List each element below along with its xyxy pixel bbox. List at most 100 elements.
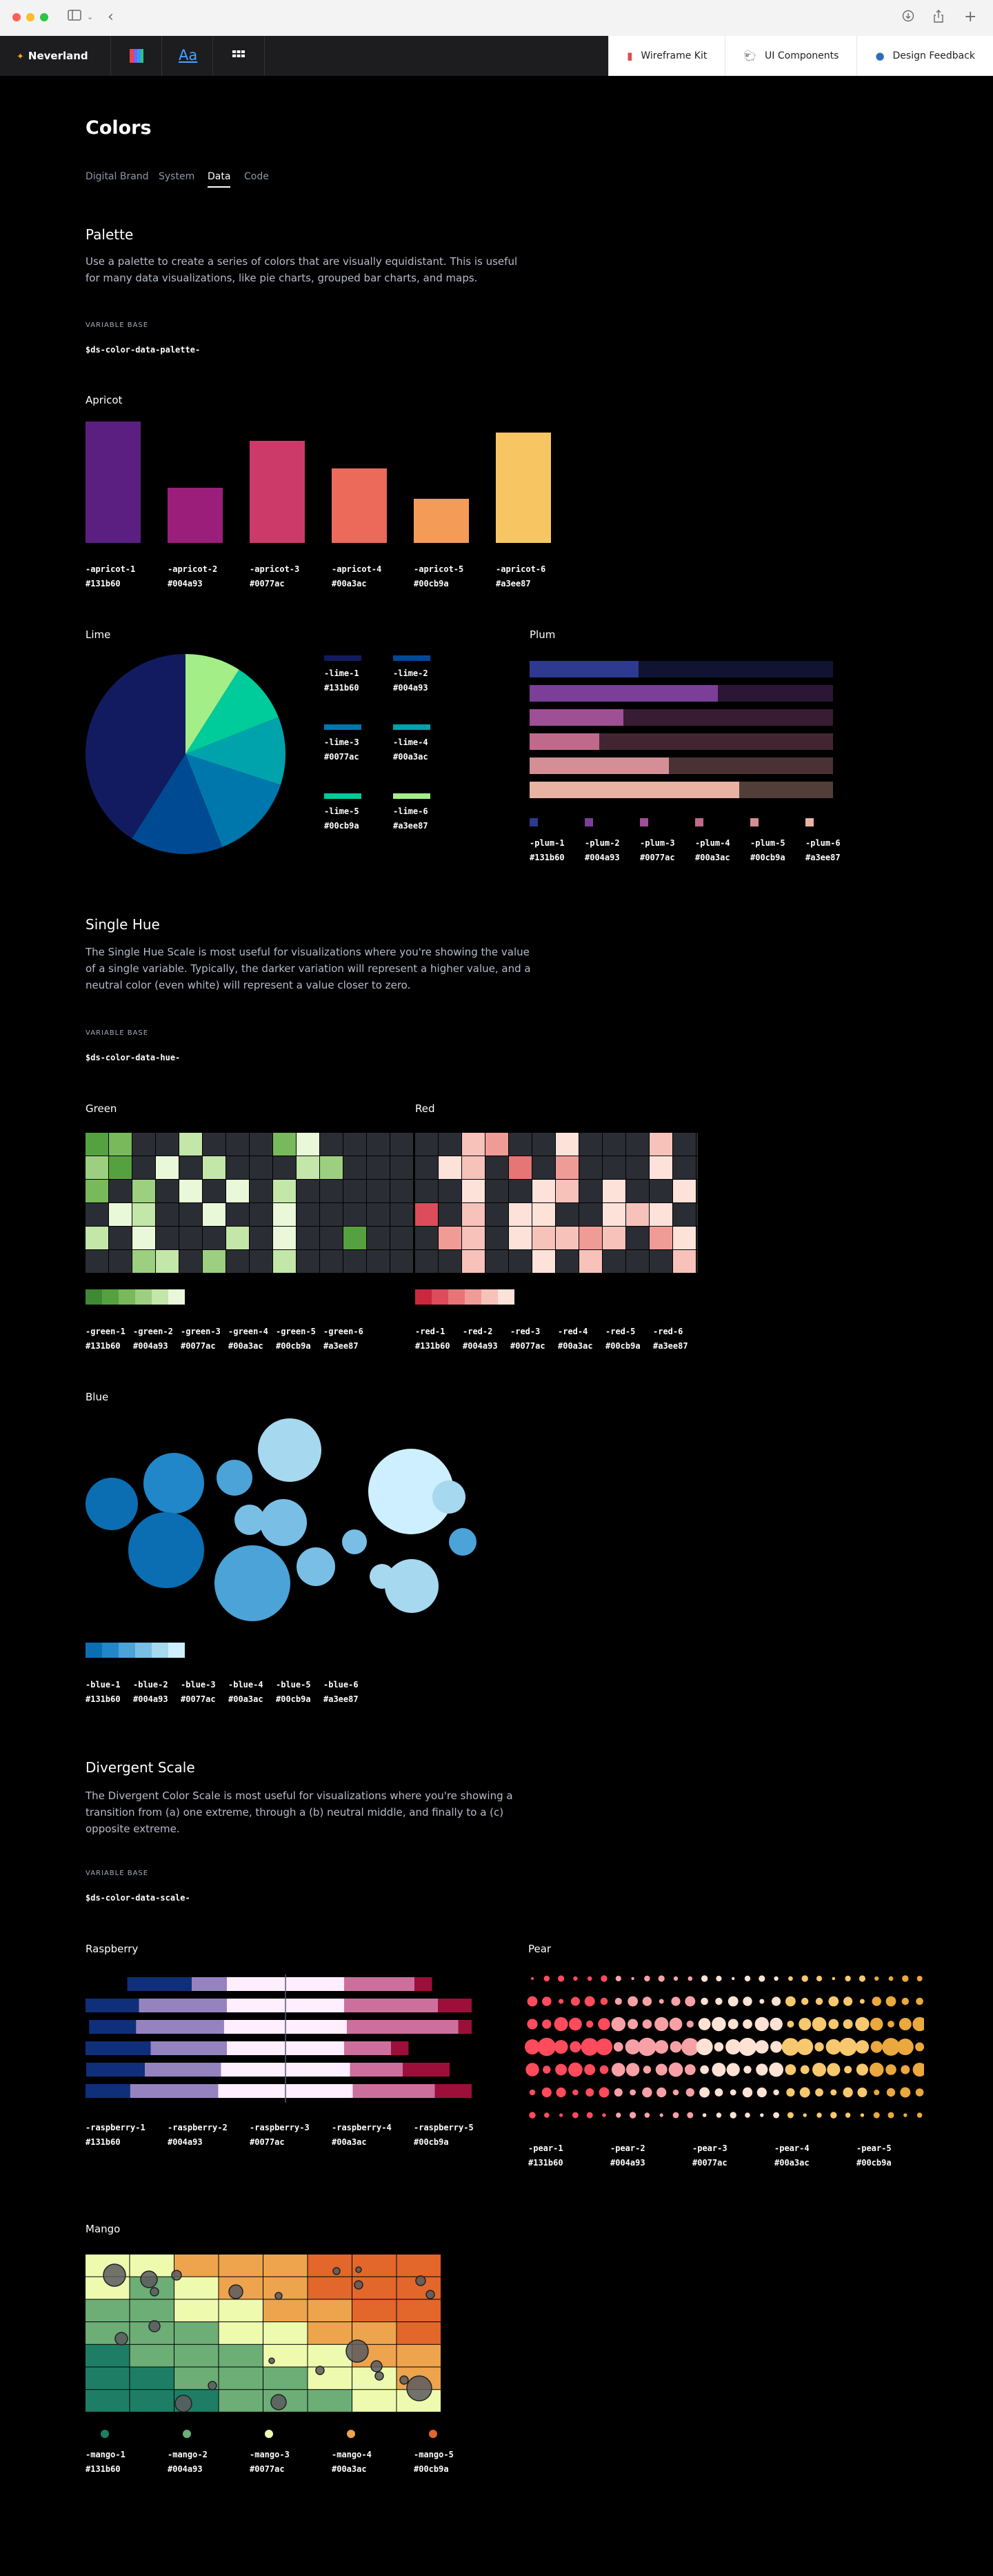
red-heatmap-cell (509, 1180, 532, 1202)
raspberry-title: Raspberry (86, 1943, 139, 1955)
pear-dot (756, 2087, 767, 2098)
pear-dot (874, 1976, 879, 1981)
mango-bubble (332, 2267, 341, 2275)
pear-dot (885, 1996, 896, 2007)
pear-dot (916, 1997, 923, 2005)
plum-bar (530, 685, 718, 702)
green-heatmap-cell (156, 1250, 179, 1273)
close-window-button[interactable] (12, 13, 21, 21)
token-hex: #004a93 (133, 1694, 168, 1704)
red-heatmap-cell (626, 1180, 649, 1202)
sidebar-icon[interactable] (68, 10, 81, 25)
pear-dot (611, 2063, 625, 2077)
plum-bar (530, 757, 670, 774)
tab-data[interactable]: Data (208, 171, 231, 188)
pear-dot (760, 2113, 764, 2117)
chevron-left-icon[interactable]: ‹ (108, 8, 114, 26)
minimize-window-button[interactable] (26, 13, 34, 21)
green-heatmap-cell (203, 1133, 225, 1156)
lime-legend-swatch (393, 724, 430, 730)
color-palette-button[interactable] (110, 36, 162, 76)
nav-wireframe-kit[interactable]: ▮ Wireframe Kit (608, 36, 725, 76)
color-token: -apricot-4 #00a3ac (332, 562, 381, 591)
green-heatmap-cell (203, 1227, 225, 1249)
lime-slice (185, 754, 281, 847)
plum-legend-swatch (530, 818, 538, 826)
green-heatmap-cell (273, 1227, 296, 1249)
pear-dot (543, 2065, 551, 2074)
pear-dot (825, 2039, 841, 2055)
pear-dot (786, 2088, 795, 2097)
pear-dot (839, 2037, 857, 2057)
pear-dot (855, 2017, 870, 2032)
apps-grid-button[interactable] (212, 36, 265, 76)
person-icon: ● (875, 50, 885, 62)
green-scale-strip (86, 1289, 185, 1305)
pear-dot (714, 2088, 723, 2097)
plus-icon[interactable]: + (964, 8, 977, 26)
download-icon[interactable] (902, 10, 914, 26)
tab-system[interactable]: System (159, 171, 195, 182)
color-token: -mango-5 #00cb9a (414, 2448, 454, 2477)
red-heatmap-cell (603, 1180, 625, 1202)
grid-icon (232, 50, 245, 57)
green-heatmap-cell (203, 1250, 225, 1273)
color-token: -lime-5 #00cb9a (324, 804, 359, 833)
red-heatmap-cell (485, 1180, 508, 1202)
typography-button[interactable]: Aa (161, 36, 213, 76)
maximize-window-button[interactable] (40, 13, 48, 21)
token-hex: #00cb9a (414, 579, 449, 588)
color-token: -raspberry-2 #004a93 (168, 2121, 228, 2150)
pear-dot (642, 2087, 652, 2098)
pear-dot (554, 2017, 568, 2032)
color-swatch-icon (130, 49, 143, 63)
token-hex: #004a93 (585, 853, 620, 862)
token-name: -apricot-1 (86, 564, 136, 574)
pear-dot (916, 2112, 923, 2118)
pear-dot (530, 1976, 534, 1981)
tab-digital-brand[interactable]: Digital Brand (86, 171, 149, 182)
apricot-token-list: -apricot-1 #131b60 -apricot-2 #004a93 -apric… (86, 562, 568, 593)
pear-dot (659, 1999, 664, 2004)
pear-dot (673, 1976, 679, 1981)
mango-heatmap-cell (130, 2299, 174, 2322)
pear-dot (699, 2087, 710, 2098)
pear-dot (672, 2089, 679, 2096)
nav-ui-components[interactable]: 🐑 UI Components (725, 36, 856, 76)
token-name: -green-1 (86, 1327, 126, 1336)
green-heatmap-cell (273, 1180, 296, 1202)
token-name: -plum-6 (805, 838, 841, 848)
sparkle-icon: ✦ (17, 52, 24, 62)
nav-design-feedback[interactable]: ● Design Feedback (856, 36, 993, 76)
chevron-down-icon[interactable]: ⌄ (87, 12, 94, 21)
tab-code[interactable]: Code (244, 171, 269, 182)
lime-slice (86, 654, 185, 839)
green-heatmap-cell (390, 1180, 413, 1202)
pear-dot (812, 2063, 826, 2077)
token-name: -apricot-2 (168, 564, 218, 574)
green-heatmap-cell (109, 1156, 132, 1179)
green-heatmap-cell (179, 1133, 202, 1156)
blue-bubble (86, 1478, 138, 1530)
color-token: -blue-6 #a3ee87 (323, 1678, 359, 1707)
apricot-bar (168, 488, 223, 543)
color-token: -green-1 #131b60 (86, 1325, 126, 1354)
pear-dot (570, 2041, 581, 2053)
lime-legend-swatch (393, 793, 430, 799)
plum-token-labels: -plum-1 #131b60 -plum-2 #004a93 -plum-3 #0077… (530, 836, 861, 866)
token-name: -blue-2 (133, 1680, 168, 1690)
brand-logo[interactable]: ✦ Neverland (17, 36, 88, 76)
red-token-list: -red-1 #131b60 -red-2 #004a93 -red-3 #0077ac -… (415, 1325, 746, 1355)
green-heatmap-cell (179, 1203, 202, 1226)
pear-dot (599, 2087, 610, 2098)
red-heatmap-cell (415, 1180, 438, 1202)
pear-dot (900, 2087, 911, 2098)
pear-dot (744, 1975, 751, 1982)
share-icon[interactable] (932, 10, 945, 28)
apricot-bar-chart (86, 419, 568, 550)
pear-dot (587, 1976, 592, 1981)
color-token: -apricot-3 #0077ac (250, 562, 299, 591)
pear-dot (812, 2017, 827, 2032)
red-heatmap-cell (509, 1133, 532, 1156)
plum-token-list: -plum-1 #131b60 -plum-2 #004a93 -plum-3 #0077… (530, 818, 847, 866)
